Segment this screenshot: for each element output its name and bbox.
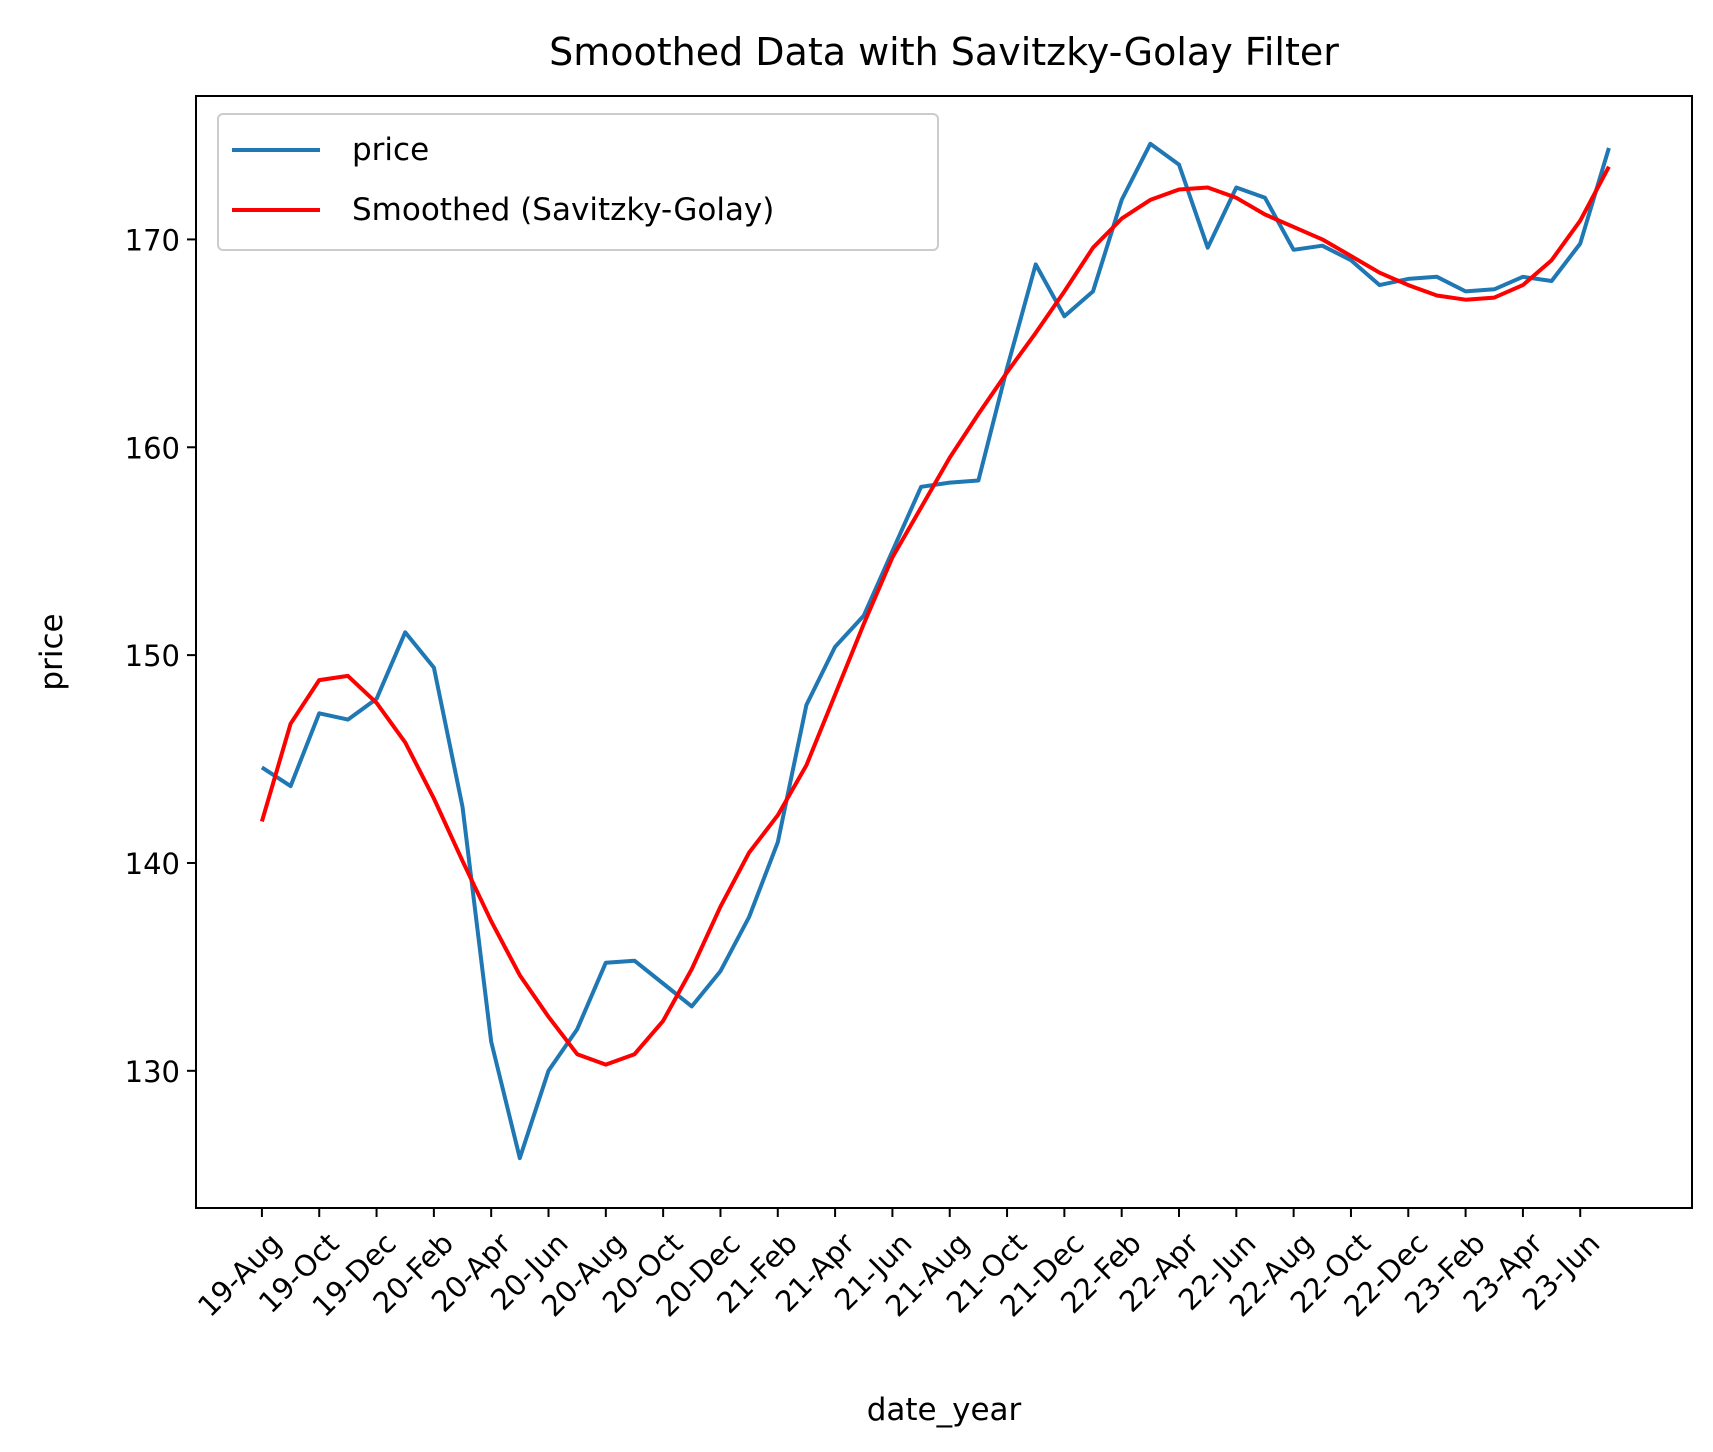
- x-axis-label: date_year: [867, 1392, 1022, 1428]
- chart-title: Smoothed Data with Savitzky-Golay Filter: [549, 30, 1339, 74]
- legend-label-smoothed: Smoothed (Savitzky-Golay): [352, 192, 774, 228]
- y-axis: 130 140 150 160 170: [125, 223, 196, 1089]
- plot-frame: [195, 95, 1693, 1209]
- legend-label-price: price: [352, 132, 429, 168]
- y-tick-label: 140: [125, 847, 180, 881]
- plot-lines: [259, 141, 1611, 1161]
- y-tick-label: 160: [125, 431, 180, 465]
- legend-box: [217, 113, 939, 251]
- legend: price Smoothed (Savitzky-Golay): [217, 113, 939, 251]
- y-tick-label: 150: [125, 639, 180, 673]
- y-tick-label: 170: [125, 223, 180, 257]
- y-tick-label: 130: [125, 1055, 180, 1089]
- y-axis-label: price: [34, 613, 70, 690]
- series-line-1: [259, 165, 1611, 1067]
